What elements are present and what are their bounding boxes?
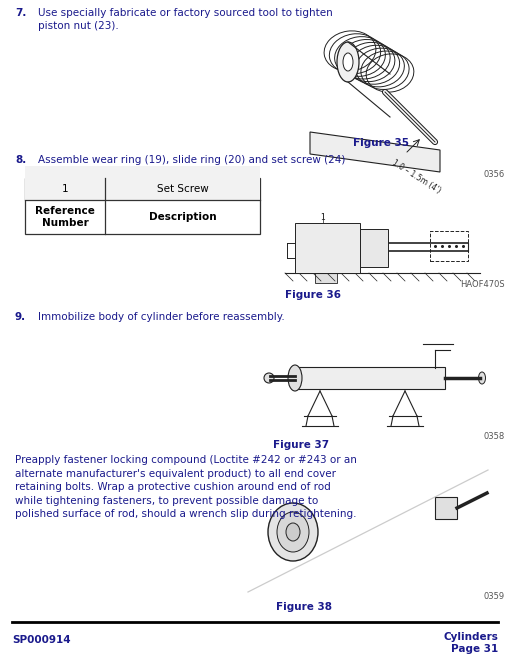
Text: 9.: 9. [15,312,26,322]
Text: 1: 1 [62,184,68,194]
Text: Immobilize body of cylinder before reassembly.: Immobilize body of cylinder before reass… [38,312,284,322]
Bar [434,497,456,519]
Text: Preapply fastener locking compound (Loctite #242 or #243 or an
alternate manufac: Preapply fastener locking compound (Loct… [15,455,356,519]
Text: Reference
Number: Reference Number [35,206,95,228]
Text: 1: 1 [320,213,325,222]
Polygon shape [309,132,439,172]
Bar [429,231,467,261]
Ellipse shape [264,373,273,383]
Ellipse shape [286,523,299,541]
Ellipse shape [343,53,352,71]
Ellipse shape [336,42,358,82]
Text: HAOF470S: HAOF470S [460,280,504,289]
Bar [315,273,336,283]
Bar [294,367,444,389]
Text: 0359: 0359 [483,592,504,601]
Ellipse shape [276,512,308,552]
Text: Figure 37: Figure 37 [272,440,328,450]
Text: Cylinders: Cylinders [442,632,497,642]
Text: 0356: 0356 [483,170,504,179]
Bar [294,223,359,273]
Text: Page 31: Page 31 [450,644,497,654]
Text: Figure 38: Figure 38 [275,602,331,612]
Ellipse shape [267,503,318,561]
Bar [25,178,260,234]
Bar [25,166,260,200]
Text: 0358: 0358 [483,432,504,441]
Text: Description: Description [149,212,216,222]
Text: Use specially fabricate or factory sourced tool to tighten
piston nut (23).: Use specially fabricate or factory sourc… [38,8,332,31]
Text: SP000914: SP000914 [12,635,70,645]
Text: Figure 36: Figure 36 [285,290,341,300]
Ellipse shape [288,365,301,391]
Text: 7.: 7. [15,8,26,18]
Ellipse shape [477,372,485,384]
Text: 8.: 8. [15,155,26,165]
Text: 1.0 – 1.5m (4'): 1.0 – 1.5m (4') [389,158,441,195]
Text: Figure 35: Figure 35 [352,138,408,148]
Text: Set Screw: Set Screw [156,184,208,194]
Bar [359,229,387,267]
Text: Assemble wear ring (19), slide ring (20) and set screw (24)
to piston assembly.: Assemble wear ring (19), slide ring (20)… [38,155,345,178]
